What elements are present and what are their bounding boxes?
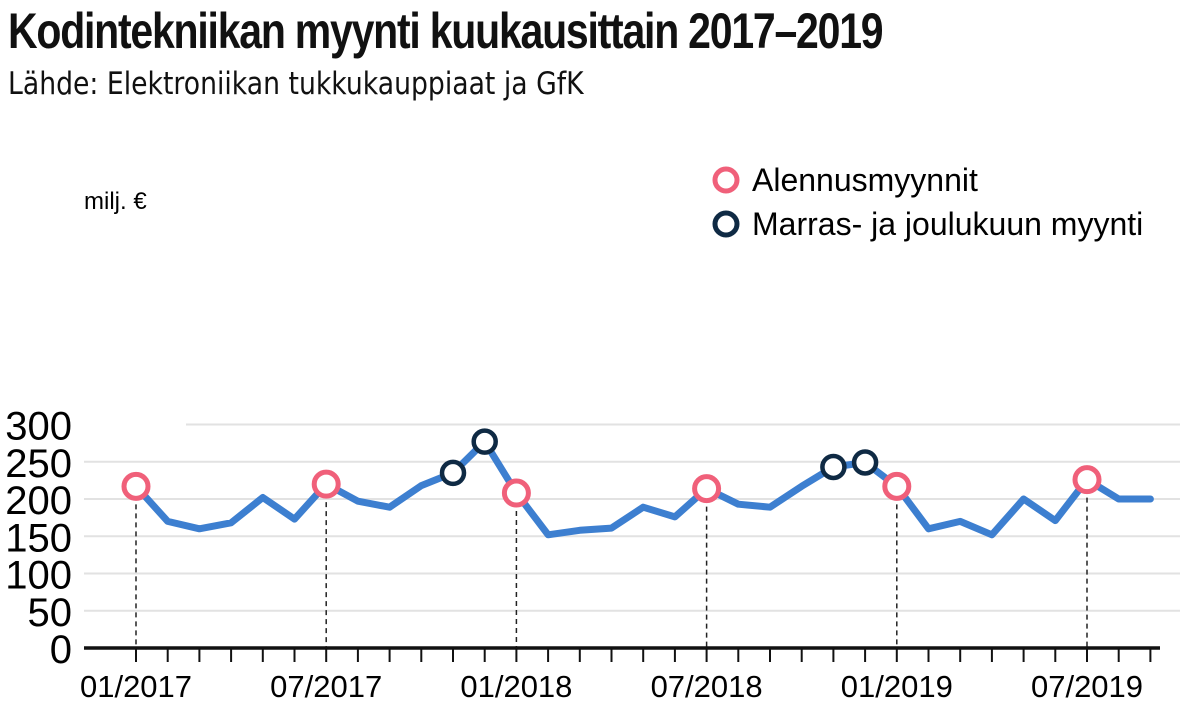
legend-marker — [712, 166, 740, 194]
x-tick-label: 07/2019 — [1031, 669, 1143, 704]
series-line-path — [132, 438, 1154, 539]
holiday-sales-marker — [439, 459, 467, 487]
chart-title: Kodintekniikan myynti kuukausittain 2017… — [8, 3, 884, 59]
y-tick-label: 50 — [28, 591, 73, 635]
series-line — [132, 438, 1154, 539]
y-tick-label: 0 — [50, 628, 72, 672]
y-tick-label: 100 — [5, 554, 72, 598]
holiday-sales-marker — [471, 428, 498, 455]
sale-droplines — [135, 479, 1088, 648]
legend-label: Marras- ja joulukuun myynti — [752, 206, 1143, 242]
x-tick-label: 07/2018 — [651, 669, 763, 704]
sale-marker — [501, 478, 531, 508]
x-axis: 01/2017 07/2017 01/2018 07/2018 01/2019 07/20… — [80, 646, 1160, 704]
holiday-sales-marker — [851, 449, 879, 476]
y-tick-label: 150 — [5, 516, 72, 560]
x-tick-label: 01/2017 — [80, 669, 192, 704]
y-tick-label: 250 — [5, 442, 72, 486]
holiday-sales-marker — [820, 453, 847, 481]
markers — [121, 428, 1102, 508]
legend: Alennusmyynnit Marras- ja joulukuun myynt… — [712, 162, 1143, 242]
sale-marker — [882, 471, 912, 501]
x-tick-label: 07/2017 — [270, 669, 382, 704]
sale-marker — [121, 471, 151, 501]
y-axis-unit-label: milj. € — [84, 188, 147, 215]
sale-marker — [692, 474, 722, 504]
y-tick-label: 200 — [5, 479, 72, 523]
y-tick-label: 300 — [5, 405, 72, 449]
x-tick-label: 01/2018 — [460, 669, 572, 704]
x-tick-label: 01/2019 — [841, 669, 953, 704]
sale-marker — [1072, 465, 1102, 495]
chart-subtitle: Lähde: Elektroniikan tukkukauppiaat ja G… — [8, 66, 584, 102]
sale-marker — [311, 469, 341, 499]
legend-marker — [712, 210, 740, 238]
legend-label: Alennusmyynnit — [752, 162, 978, 198]
